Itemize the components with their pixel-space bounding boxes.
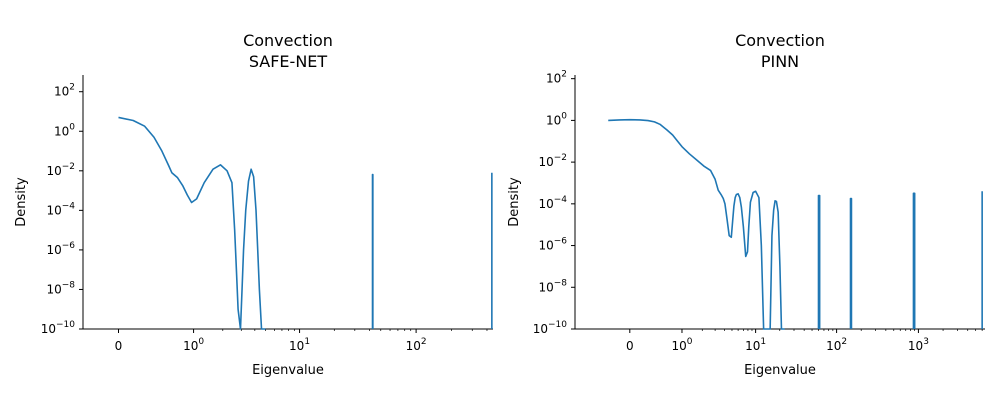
x-tick-base: 10: [406, 339, 421, 353]
y-tick-base: 10: [538, 155, 553, 169]
y-tick-exponent: 2: [69, 83, 75, 93]
x-axis-label: Eigenvalue: [252, 363, 324, 378]
y-tick-label: 10−10: [533, 320, 568, 336]
y-axis-label: Density: [507, 177, 522, 227]
x-tick-label: 100: [183, 337, 204, 353]
y-tick-base: 10: [46, 243, 61, 257]
x-tick-base: 10: [671, 339, 686, 353]
chart-title: Convection: [243, 31, 333, 50]
x-tick-base: 10: [745, 339, 760, 353]
y-tick-exponent: 0: [69, 122, 75, 132]
y-tick-base: 10: [54, 85, 69, 99]
y-tick-label: 10−8: [46, 280, 75, 296]
x-tick-label: 103: [908, 337, 929, 353]
y-tick-base: 10: [546, 72, 561, 86]
y-tick-label: 10−4: [46, 201, 75, 217]
y-tick-exponent: −2: [62, 162, 75, 172]
y-tick-exponent: −6: [554, 237, 568, 247]
y-tick-label: 10−6: [538, 237, 567, 253]
y-tick-base: 10: [46, 164, 61, 178]
x-tick-label: 101: [289, 337, 310, 353]
density-line: [912, 192, 916, 329]
x-tick-base: 10: [908, 339, 923, 353]
y-tick-base: 10: [538, 197, 553, 211]
y-tick-base: 10: [538, 239, 553, 253]
y-tick-label: 100: [54, 122, 75, 138]
y-tick-exponent: −8: [62, 280, 76, 290]
x-tick-exponent: 2: [421, 337, 427, 347]
y-tick-label: 10−2: [46, 162, 75, 178]
chart-title: Convection: [735, 31, 825, 50]
x-tick-label: 101: [745, 337, 766, 353]
x-tick-base: 0: [115, 339, 123, 353]
y-tick-exponent: −8: [554, 278, 568, 288]
x-tick-base: 10: [183, 339, 198, 353]
x-tick-label: 102: [826, 337, 847, 353]
y-tick-exponent: −2: [554, 153, 567, 163]
y-tick-exponent: −4: [62, 201, 76, 211]
chart-subtitle: SAFE-NET: [249, 52, 328, 71]
density-line: [817, 194, 821, 329]
density-line: [608, 118, 785, 330]
x-tick-label: 100: [671, 337, 692, 353]
density-line: [849, 197, 853, 329]
chart-safe-net: Convection SAFE-NET Eigenvalue Density 1…: [14, 31, 493, 378]
x-tick-exponent: 2: [841, 337, 847, 347]
y-tick-label: 102: [546, 70, 567, 86]
x-tick-label: 0: [626, 339, 634, 353]
y-tick-base: 10: [54, 124, 69, 138]
y-tick-base: 10: [533, 322, 548, 336]
x-tick-label: 102: [406, 337, 427, 353]
y-tick-exponent: 2: [561, 70, 567, 80]
y-tick-base: 10: [41, 322, 56, 336]
y-tick-base: 10: [546, 113, 561, 127]
y-tick-label: 100: [546, 111, 567, 127]
y-tick-exponent: 0: [561, 111, 567, 121]
y-tick-label: 10−8: [538, 278, 567, 294]
x-tick-base: 0: [626, 339, 634, 353]
y-tick-label: 10−2: [538, 153, 567, 169]
x-tick-exponent: 0: [687, 337, 693, 347]
y-tick-base: 10: [46, 282, 61, 296]
x-tick-label: 0: [115, 339, 123, 353]
x-tick-exponent: 3: [923, 337, 929, 347]
y-tick-base: 10: [46, 203, 61, 217]
x-tick-exponent: 0: [198, 337, 204, 347]
x-tick-base: 10: [289, 339, 304, 353]
x-tick-base: 10: [826, 339, 841, 353]
x-tick-exponent: 1: [304, 337, 310, 347]
y-tick-label: 10−10: [41, 320, 76, 336]
y-tick-label: 10−4: [538, 195, 567, 211]
y-tick-exponent: −10: [56, 320, 75, 330]
y-tick-base: 10: [538, 280, 553, 294]
y-tick-exponent: −6: [62, 241, 76, 251]
y-tick-label: 102: [54, 83, 75, 99]
y-tick-label: 10−6: [46, 241, 75, 257]
y-axis-label: Density: [14, 177, 29, 227]
density-line: [118, 116, 266, 330]
x-tick-exponent: 1: [760, 337, 766, 347]
chart-subtitle: PINN: [761, 52, 799, 71]
chart-pinn: Convection PINN Eigenvalue Density 10210…: [507, 31, 985, 378]
x-axis-label: Eigenvalue: [744, 363, 816, 378]
y-tick-exponent: −4: [554, 195, 568, 205]
y-tick-exponent: −10: [548, 320, 567, 330]
